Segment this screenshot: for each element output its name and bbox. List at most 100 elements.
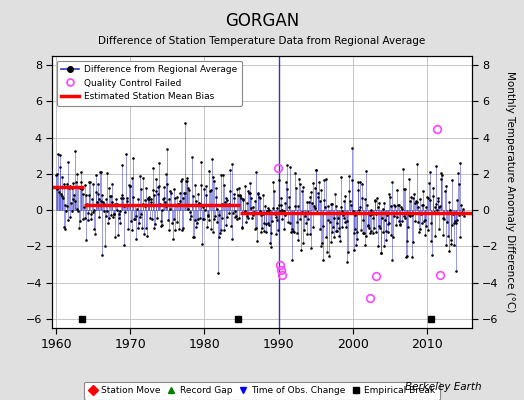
Point <box>100 208 108 214</box>
Point <box>429 185 437 192</box>
Point <box>302 199 311 205</box>
Point <box>146 215 154 221</box>
Point <box>323 249 331 256</box>
Point <box>179 225 187 232</box>
Point <box>113 201 121 207</box>
Point <box>182 178 190 184</box>
Point <box>305 194 314 200</box>
Point <box>344 188 353 194</box>
Point <box>348 208 357 214</box>
Point <box>154 190 162 197</box>
Point <box>113 206 122 213</box>
Point <box>257 211 266 218</box>
Point <box>116 208 125 214</box>
Point <box>222 195 231 202</box>
Point <box>398 205 407 212</box>
Point <box>272 214 280 220</box>
Point <box>428 251 436 258</box>
Point <box>457 208 466 215</box>
Point <box>394 201 402 208</box>
Point <box>449 211 457 217</box>
Point <box>75 218 84 224</box>
Point <box>60 224 68 230</box>
Point <box>326 218 334 225</box>
Point <box>155 183 163 190</box>
Point <box>272 217 281 223</box>
Point <box>209 174 217 180</box>
Point <box>439 215 447 222</box>
Point <box>72 206 81 212</box>
Point <box>375 200 384 207</box>
Point <box>308 200 316 206</box>
Point <box>152 215 161 222</box>
Point <box>247 195 256 202</box>
Point <box>157 223 166 229</box>
Point <box>291 203 299 210</box>
Point <box>314 194 322 200</box>
Point <box>165 226 173 233</box>
Point <box>395 202 403 208</box>
Point <box>432 200 441 207</box>
Point <box>178 176 186 183</box>
Point <box>123 198 131 204</box>
Point <box>244 215 252 222</box>
Point <box>81 182 90 188</box>
Point <box>353 228 361 235</box>
Point <box>236 192 245 198</box>
Point <box>412 198 420 204</box>
Point <box>403 253 411 260</box>
Point <box>364 222 373 228</box>
Point <box>346 210 354 216</box>
Point <box>436 203 444 209</box>
Point <box>162 145 171 152</box>
Point <box>296 180 304 187</box>
Point <box>367 228 375 234</box>
Point <box>410 200 419 207</box>
Point <box>286 164 294 170</box>
Point <box>340 215 348 222</box>
Point <box>159 195 168 202</box>
Point <box>339 212 347 218</box>
Point <box>147 199 155 205</box>
Point <box>393 186 401 193</box>
Point <box>85 179 94 185</box>
Point <box>399 186 408 192</box>
Point <box>269 179 277 185</box>
Point <box>330 215 339 222</box>
Point <box>275 202 283 208</box>
Point <box>102 196 111 202</box>
Point <box>333 220 341 226</box>
Point <box>324 210 333 216</box>
Point <box>216 172 225 178</box>
Point <box>91 230 99 237</box>
Point <box>365 224 373 231</box>
Point <box>125 183 134 190</box>
Text: Berkeley Earth: Berkeley Earth <box>406 382 482 392</box>
Point <box>233 186 242 193</box>
Point <box>320 197 328 204</box>
Point <box>420 217 428 224</box>
Point <box>219 172 227 178</box>
Point <box>203 212 212 218</box>
Point <box>210 216 218 222</box>
Point <box>262 229 270 235</box>
Point <box>143 233 151 239</box>
Point <box>136 214 145 220</box>
Point <box>277 194 286 201</box>
Point <box>184 206 193 212</box>
Point <box>356 204 365 210</box>
Point <box>120 242 128 248</box>
Point <box>114 232 122 238</box>
Point <box>233 216 241 222</box>
Point <box>409 238 418 245</box>
Point <box>358 195 366 201</box>
Point <box>134 195 143 202</box>
Point <box>70 198 79 204</box>
Point <box>343 218 351 224</box>
Point <box>141 185 150 191</box>
Point <box>73 170 81 177</box>
Point <box>90 226 99 232</box>
Point <box>224 210 233 216</box>
Point <box>223 197 231 203</box>
Point <box>151 220 159 227</box>
